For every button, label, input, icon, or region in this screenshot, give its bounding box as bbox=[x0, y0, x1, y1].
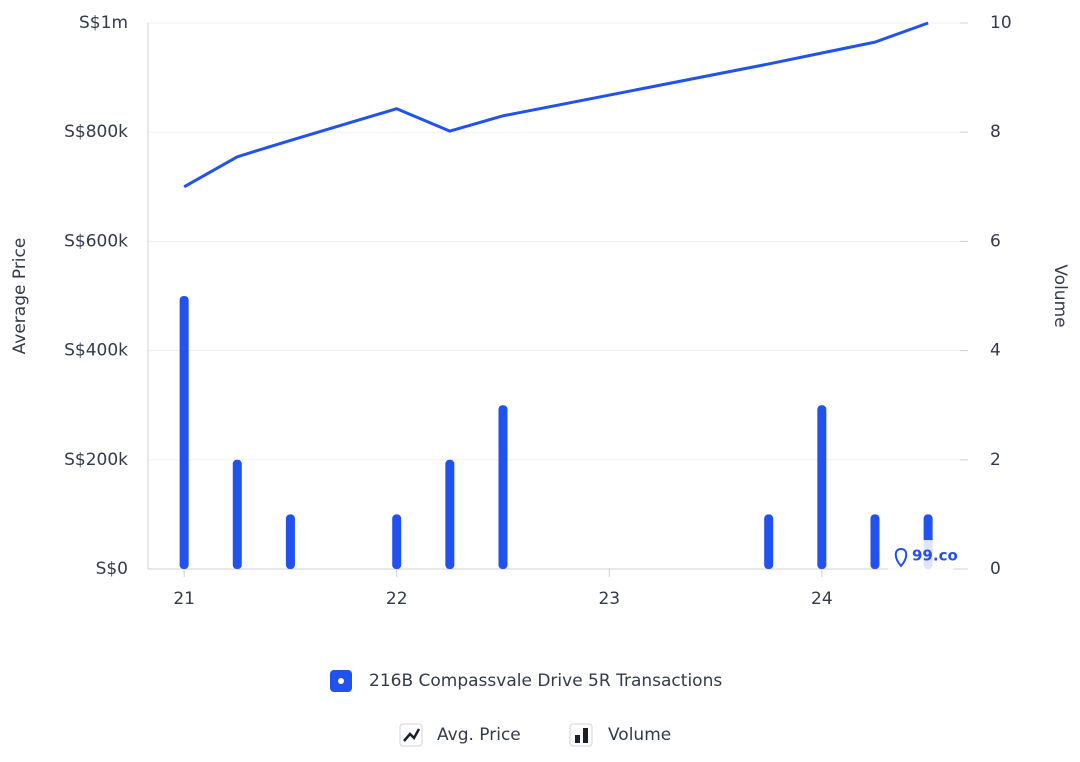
legend-label[interactable]: Avg. Price bbox=[437, 725, 521, 745]
bar-icon bbox=[583, 728, 588, 743]
watermark-pin bbox=[894, 547, 908, 568]
price-line bbox=[183, 21, 929, 189]
y-tick-label: S$600k bbox=[64, 231, 128, 251]
line-icon bbox=[403, 728, 421, 742]
x-tick-label: 21 bbox=[173, 589, 195, 609]
bar bbox=[764, 514, 774, 569]
y2-tick-label: 8 bbox=[990, 122, 1001, 142]
y-tick-label: S$200k bbox=[64, 450, 128, 470]
y-axis-title: Average Price bbox=[10, 238, 30, 355]
x-tick-label: 23 bbox=[598, 589, 620, 609]
legend-bar-icon[interactable] bbox=[569, 723, 593, 747]
bar bbox=[392, 514, 402, 569]
y-tick-label: S$1m bbox=[79, 13, 128, 33]
y2-tick-label: 2 bbox=[990, 450, 1001, 470]
y2-tick-label: 10 bbox=[990, 13, 1012, 33]
bar bbox=[232, 459, 242, 569]
legend-label[interactable]: Volume bbox=[608, 725, 671, 745]
bar bbox=[870, 514, 880, 569]
bar bbox=[285, 514, 295, 569]
y-tick-label: S$400k bbox=[64, 341, 128, 361]
y2-axis-title: Volume bbox=[1050, 264, 1070, 327]
x-tick-label: 24 bbox=[811, 589, 833, 609]
y2-tick-label: 0 bbox=[990, 559, 1001, 579]
y2-tick-label: 6 bbox=[990, 231, 1001, 251]
bar bbox=[817, 405, 827, 569]
watermark: 99.co bbox=[912, 547, 958, 565]
x-tick-label: 22 bbox=[386, 589, 408, 609]
legend-dot bbox=[338, 678, 344, 684]
bar-icon bbox=[575, 735, 580, 743]
legend-label[interactable]: 216B Compassvale Drive 5R Transactions bbox=[369, 671, 722, 691]
y2-tick-label: 4 bbox=[990, 341, 1001, 361]
y-tick-label: S$0 bbox=[96, 559, 128, 579]
y-tick-label: S$800k bbox=[64, 122, 128, 142]
bar bbox=[498, 405, 508, 569]
bar bbox=[445, 459, 455, 569]
bar bbox=[179, 296, 189, 569]
